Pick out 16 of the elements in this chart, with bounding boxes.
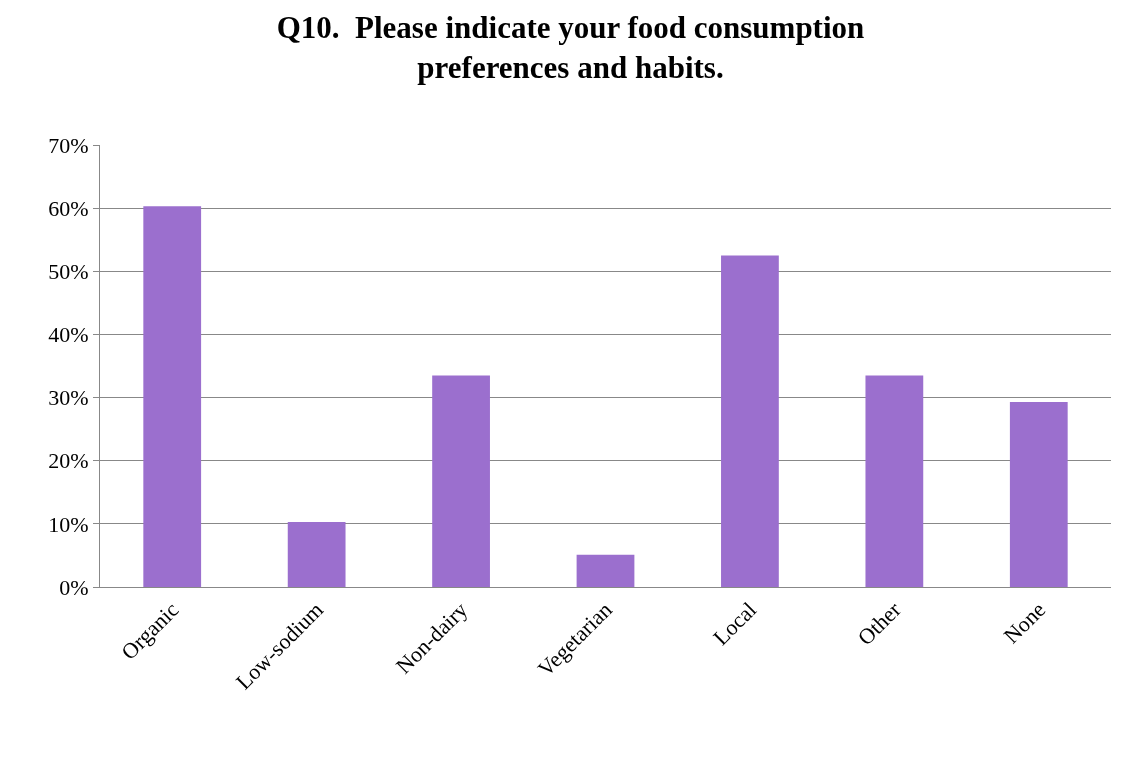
y-tick-label: 30% — [48, 385, 89, 411]
y-tick-label: 0% — [59, 574, 89, 600]
bar — [576, 554, 635, 587]
bar — [143, 206, 202, 587]
y-tick-label: 60% — [48, 195, 89, 221]
y-tick-label: 20% — [48, 448, 89, 474]
bar — [721, 255, 779, 587]
chart-title: Q10. Please indicate your food consumption preferences and habits. — [276, 9, 865, 86]
y-tick-label: 40% — [48, 322, 89, 348]
bar — [1009, 401, 1068, 587]
bar — [287, 521, 346, 587]
y-tick-label: 50% — [48, 258, 89, 284]
y-tick-label: 70% — [48, 132, 89, 158]
bar — [432, 375, 490, 587]
bar — [865, 375, 924, 587]
y-tick-label: 10% — [48, 511, 89, 537]
